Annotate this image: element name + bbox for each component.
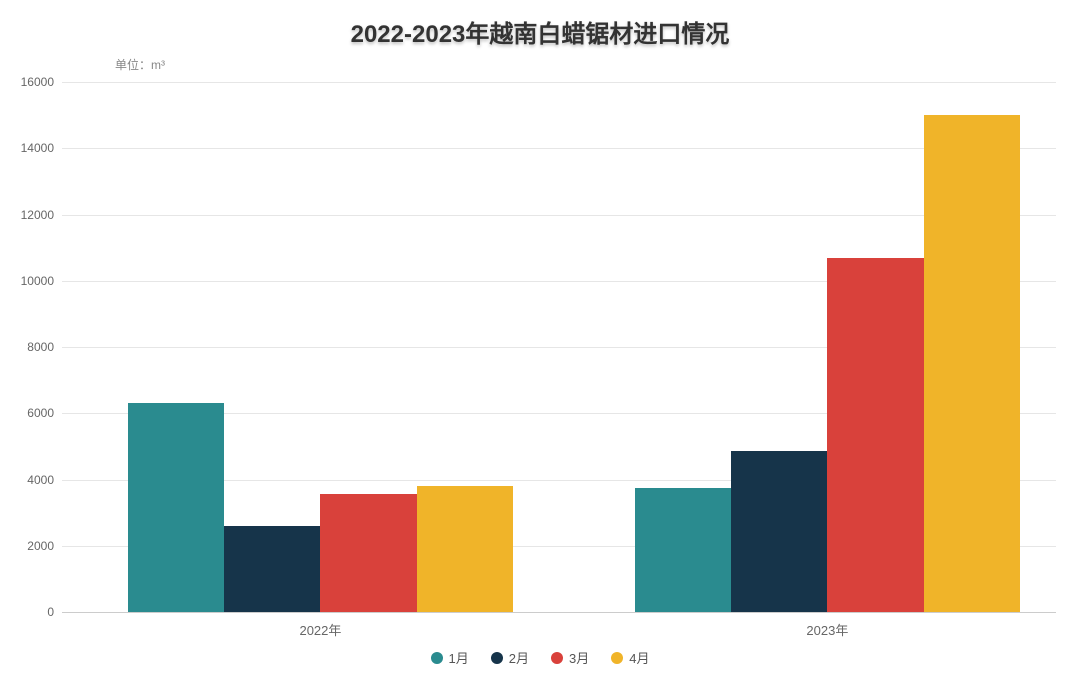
- legend: 1月 2月 3月 4月: [0, 648, 1080, 667]
- legend-label: 1月: [449, 648, 469, 667]
- gridline: [62, 215, 1056, 216]
- x-tick-label: 2023年: [806, 620, 848, 639]
- y-tick-label: 16000: [21, 75, 54, 89]
- y-tick-label: 12000: [21, 208, 54, 222]
- bar: [224, 526, 320, 612]
- legend-item: 3月: [551, 648, 589, 667]
- gridline: [62, 148, 1056, 149]
- y-tick-label: 0: [47, 605, 54, 619]
- legend-item: 2月: [491, 648, 529, 667]
- chart-container: 2022-2023年越南白蜡锯材进口情况 单位：m³ 0200040006000…: [0, 0, 1080, 674]
- legend-item: 4月: [611, 648, 649, 667]
- legend-label: 4月: [629, 648, 649, 667]
- bar: [635, 488, 731, 612]
- bar: [128, 403, 224, 612]
- gridline: [62, 82, 1056, 83]
- gridline: [62, 612, 1056, 613]
- bar: [320, 494, 416, 612]
- legend-item: 1月: [431, 648, 469, 667]
- y-tick-label: 14000: [21, 141, 54, 155]
- bar: [924, 115, 1020, 612]
- chart-title: 2022-2023年越南白蜡锯材进口情况: [0, 14, 1080, 49]
- y-tick-label: 10000: [21, 274, 54, 288]
- bar: [731, 451, 827, 612]
- x-tick-label: 2022年: [299, 620, 341, 639]
- unit-label: 单位：m³: [115, 56, 165, 73]
- legend-dot-icon: [431, 652, 443, 664]
- legend-label: 2月: [509, 648, 529, 667]
- y-tick-label: 8000: [27, 340, 54, 354]
- bar: [417, 486, 513, 612]
- legend-dot-icon: [611, 652, 623, 664]
- legend-dot-icon: [491, 652, 503, 664]
- plot-area: 0200040006000800010000120001400016000202…: [62, 82, 1056, 612]
- legend-dot-icon: [551, 652, 563, 664]
- y-tick-label: 4000: [27, 473, 54, 487]
- legend-label: 3月: [569, 648, 589, 667]
- y-tick-label: 2000: [27, 539, 54, 553]
- bar: [827, 258, 923, 612]
- y-tick-label: 6000: [27, 406, 54, 420]
